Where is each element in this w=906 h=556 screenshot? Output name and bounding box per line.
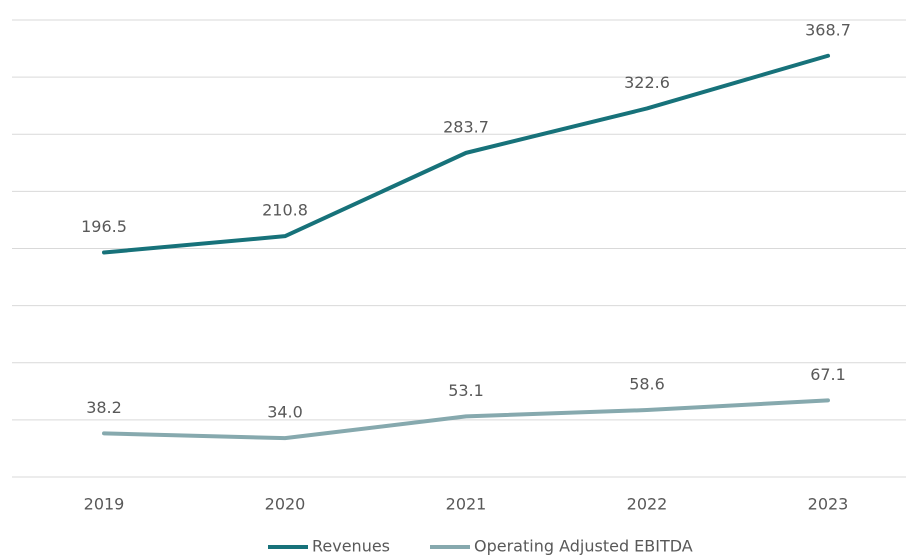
x-tick-label: 2021 (446, 495, 487, 514)
legend-label: Operating Adjusted EBITDA (474, 537, 693, 556)
data-label: 67.1 (810, 365, 846, 384)
x-tick-label: 2022 (627, 495, 668, 514)
data-label: 210.8 (262, 201, 308, 220)
series-line (102, 398, 830, 441)
data-label: 368.7 (805, 20, 851, 39)
data-label: 196.5 (81, 217, 127, 236)
data-label: 322.6 (624, 73, 670, 92)
data-label: 34.0 (267, 403, 303, 422)
x-tick-label: 2020 (265, 495, 306, 514)
data-label: 283.7 (443, 117, 489, 136)
data-label: 58.6 (629, 375, 665, 394)
x-tick-label: 2023 (808, 495, 849, 514)
data-label: 53.1 (448, 381, 484, 400)
data-label: 38.2 (86, 398, 122, 417)
legend-label: Revenues (312, 537, 390, 556)
x-tick-label: 2019 (84, 495, 125, 514)
series-line (102, 53, 830, 255)
